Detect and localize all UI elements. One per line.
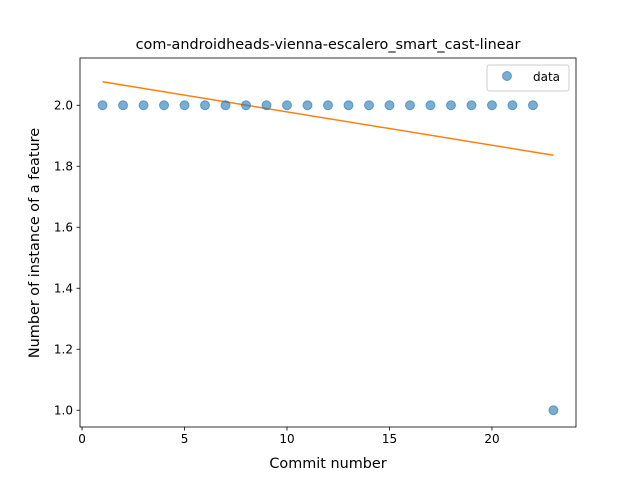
- data-point: [384, 100, 395, 111]
- y-tick-label: 1.6: [54, 221, 73, 235]
- data-point: [118, 100, 129, 111]
- x-tick-label: 15: [382, 432, 397, 446]
- data-point: [97, 100, 108, 111]
- data-point: [548, 405, 559, 416]
- x-tick-label: 0: [78, 432, 86, 446]
- x-tick-label: 10: [279, 432, 294, 446]
- y-tick-label: 2.0: [54, 99, 73, 113]
- x-tick-label: 5: [181, 432, 189, 446]
- data-point: [282, 100, 293, 111]
- legend-data-label: data: [533, 70, 560, 84]
- plot-area: 0 5 10 15 20 1.0 1.2 1.4 1.6 1.8 2.0: [54, 57, 577, 446]
- x-axis-label: Commit number: [269, 456, 386, 472]
- data-point: [343, 100, 354, 111]
- data-point: [261, 100, 272, 111]
- data-point: [159, 100, 170, 111]
- fit-line: [102, 81, 554, 157]
- y-tick-label: 1.4: [54, 282, 73, 296]
- data-point: [302, 100, 313, 111]
- data-point: [445, 100, 456, 111]
- chart-title: com-androidheads-vienna-escalero_smart_c…: [136, 37, 521, 53]
- legend: data: [486, 64, 570, 92]
- x-tick-label: 20: [484, 432, 499, 446]
- legend-data-marker: [502, 71, 512, 81]
- data-point: [241, 100, 252, 111]
- data-point: [466, 100, 477, 111]
- data-point: [363, 100, 374, 111]
- y-tick-label: 1.8: [54, 160, 73, 174]
- data-point: [425, 100, 436, 111]
- data-point: [404, 100, 415, 111]
- data-point: [507, 100, 518, 111]
- y-tick-label: 1.0: [54, 404, 73, 418]
- data-point: [179, 100, 190, 111]
- data-point: [138, 100, 149, 111]
- data-point: [323, 100, 333, 111]
- data-point: [220, 100, 231, 111]
- data-point: [200, 100, 211, 111]
- y-tick-label: 1.2: [54, 343, 73, 357]
- y-axis-label: Number of instance of a feature: [27, 128, 43, 358]
- data-point: [527, 100, 538, 111]
- axes-frame: [79, 57, 577, 428]
- data-point: [486, 100, 497, 111]
